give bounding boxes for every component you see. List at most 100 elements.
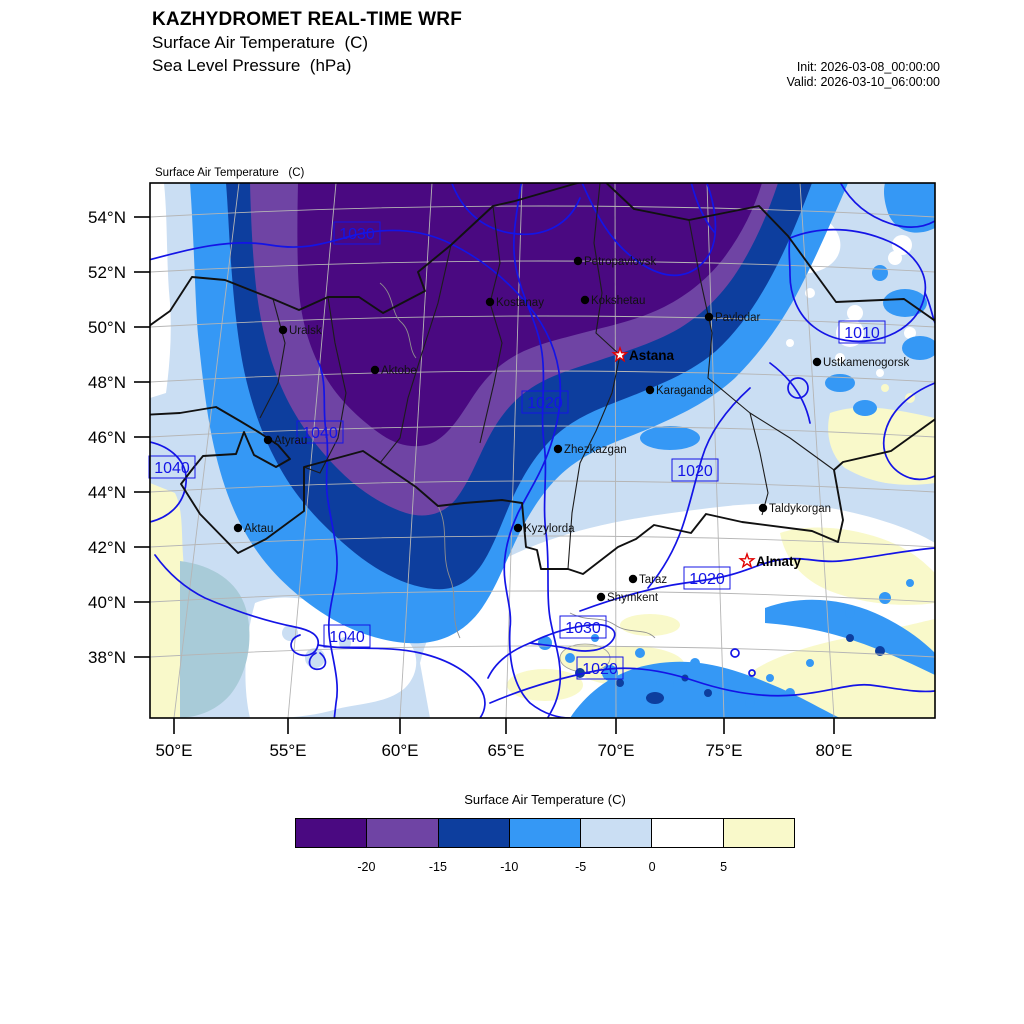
contour-label: 1040 — [329, 629, 365, 646]
colorbar-tick-label: 0 — [648, 860, 656, 874]
country-border — [150, 183, 935, 575]
colorbar-cell — [438, 819, 510, 847]
city-label: Kokshetau — [591, 295, 645, 307]
colorbar-cell — [367, 819, 439, 847]
field-title-temperature: Surface Air Temperature (C) — [152, 33, 369, 52]
colorbar-cell — [581, 819, 653, 847]
city-label: Ustkamenogorsk — [823, 357, 910, 369]
city-dot-icon — [596, 592, 606, 602]
header-title-block: KAZHYDROMET REAL-TIME WRF Surface Air Te… — [152, 8, 462, 77]
colorbar-cell — [296, 819, 368, 847]
minor-borders — [379, 282, 656, 639]
contour-label: 1040 — [154, 460, 190, 477]
city-label: Karaganda — [656, 385, 713, 397]
colorbar-tick-label: -20 — [357, 860, 376, 874]
contour-label-box — [521, 390, 569, 414]
colorbar — [295, 818, 795, 848]
city-label: Aktau — [244, 523, 273, 535]
contour-label: 1010 — [844, 325, 880, 342]
contour-label: 1030 — [565, 620, 601, 637]
colorbar-tick-label: -10 — [500, 860, 519, 874]
city-dot-icon — [580, 295, 590, 305]
lat-tick-label: 40°N — [88, 593, 126, 612]
colorbar-tick-label: 5 — [720, 860, 728, 874]
valid-time: Valid: 2026-03-10_06:00:00 — [786, 75, 940, 89]
contour-label-box — [671, 458, 719, 482]
capital-star-icon — [611, 345, 629, 363]
page-title: KAZHYDROMET REAL-TIME WRF — [152, 9, 463, 30]
lat-tick-label: 54°N — [88, 208, 126, 227]
map-panel: 1030 1010 1020 1040 1040 1020 1020 1030 1040 1020… — [80, 173, 965, 773]
city-label: Taldykorgan — [769, 503, 831, 515]
city-label: Kyzylorda — [524, 523, 575, 535]
lat-tick-label: 48°N — [88, 373, 126, 392]
city-dot-icon — [645, 385, 655, 395]
contour-label-box — [838, 320, 886, 344]
lon-tick-label: 65°E — [487, 741, 524, 760]
city-label: Kostanay — [496, 297, 544, 309]
init-time: Init: 2026-03-08_00:00:00 — [796, 60, 940, 74]
lon-tick-label: 50°E — [155, 741, 192, 760]
city-label: Shymkent — [607, 592, 659, 604]
colorbar-tick-labels: -20 -15 -10 -5 0 5 — [295, 860, 795, 876]
oblast-borders — [259, 183, 835, 570]
graticule — [150, 183, 935, 718]
lat-tick-label: 46°N — [88, 428, 126, 447]
city-dot-icon — [278, 325, 288, 335]
city-label: Uralsk — [289, 325, 322, 337]
contour-label: 1040 — [302, 425, 338, 442]
map-subtitle-temperature: Surface Air Temperature (C) — [155, 167, 305, 179]
lon-tick-label: 55°E — [269, 741, 306, 760]
field-title-pressure: Sea Level Pressure (hPa) — [152, 56, 352, 75]
city-dot-icon — [758, 503, 768, 513]
colorbar-title: Surface Air Temperature (C) — [464, 792, 626, 807]
run-time-block: Init: 2026-03-08_00:00:00 Valid: 2026-03… — [787, 60, 940, 90]
contour-label: 1030 — [339, 226, 375, 243]
colorbar-cell — [723, 819, 794, 847]
contour-label-box — [333, 221, 381, 245]
contour-label-box — [148, 455, 196, 479]
lat-tick-label: 42°N — [88, 538, 126, 557]
lon-tick-label: 70°E — [597, 741, 634, 760]
city-label: Petropavlovsk — [584, 256, 656, 268]
contour-label-box — [296, 420, 344, 444]
contour-label: 1020 — [689, 571, 725, 588]
capital-star-icon — [738, 551, 756, 569]
city-dot-icon — [370, 365, 380, 375]
lat-tick-label: 44°N — [88, 483, 126, 502]
city-dot-icon — [553, 444, 563, 454]
city-dot-icon — [233, 523, 243, 533]
map-frame — [149, 182, 936, 719]
colorbar-cell — [652, 819, 724, 847]
city-label: Zhezkazgan — [564, 444, 627, 456]
colorbar-cell — [509, 819, 582, 847]
city-dot-icon — [485, 297, 495, 307]
colorbar-tick-label: -5 — [575, 860, 587, 874]
contour-label-box — [323, 624, 371, 648]
lon-tick-label: 80°E — [815, 741, 852, 760]
city-label: Astana — [629, 348, 675, 363]
city-label: Pavlodar — [715, 312, 761, 324]
contour-label: 1020 — [527, 395, 563, 412]
contour-label: 1020 — [677, 463, 713, 480]
temperature-field — [150, 183, 935, 718]
cities-layer: Petropavlovsk Kostanay Kokshetau Pavlodar Ur… — [233, 256, 910, 604]
city-dot-icon — [704, 312, 714, 322]
lat-tick-label: 38°N — [88, 648, 126, 667]
colorbar-tick-label: -15 — [428, 860, 447, 874]
city-label: Taraz — [639, 574, 667, 586]
axes-layer: 54°N 52°N 50°N 48°N 46°N 44°N 42°N 40°N 38°N 50°E… — [88, 208, 853, 760]
contour-label: 1020 — [582, 661, 618, 678]
city-dot-icon — [513, 523, 523, 533]
lon-tick-label: 60°E — [381, 741, 418, 760]
weather-map-svg: 1030 1010 1020 1040 1040 1020 1020 1030 1040 1020… — [88, 182, 936, 760]
contour-label-box — [576, 656, 624, 680]
city-dot-icon — [263, 435, 273, 445]
city-dot-icon — [628, 574, 638, 584]
contour-label-box — [559, 615, 607, 639]
lat-tick-label: 50°N — [88, 318, 126, 337]
lat-tick-label: 52°N — [88, 263, 126, 282]
city-dot-icon — [812, 357, 822, 367]
lon-tick-label: 75°E — [705, 741, 742, 760]
